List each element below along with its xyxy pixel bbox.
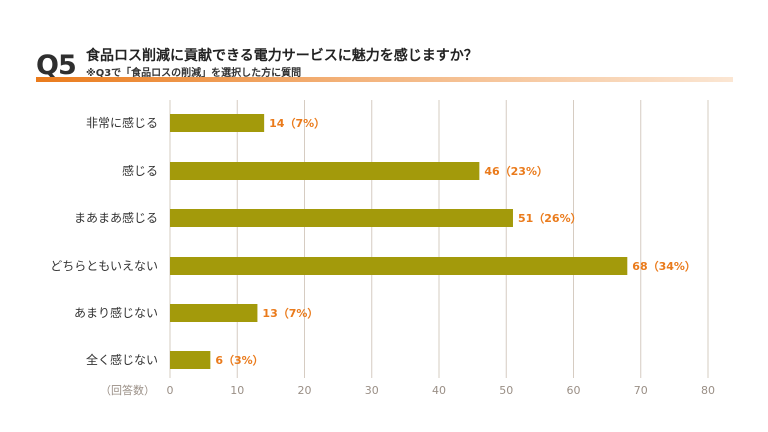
category-label: あまり感じない bbox=[74, 305, 158, 320]
x-tick-label: 70 bbox=[634, 384, 648, 397]
data-label: 13（7%） bbox=[262, 307, 318, 320]
x-tick-label: 50 bbox=[499, 384, 513, 397]
x-tick-label: 40 bbox=[432, 384, 446, 397]
x-tick-label: 60 bbox=[567, 384, 581, 397]
question-number: Q5 bbox=[36, 50, 77, 81]
data-label: 51（26%） bbox=[518, 212, 582, 225]
category-label: まあまあ感じる bbox=[74, 210, 158, 225]
x-tick-label: 30 bbox=[365, 384, 379, 397]
bar bbox=[170, 257, 628, 275]
category-label: 非常に感じる bbox=[86, 115, 158, 130]
data-label: 14（7%） bbox=[269, 117, 325, 130]
data-label: 46（23%） bbox=[484, 165, 548, 178]
x-axis-label: （回答数） bbox=[100, 383, 155, 397]
bar bbox=[170, 209, 513, 227]
data-label: 6（3%） bbox=[215, 354, 263, 367]
bar bbox=[170, 114, 265, 132]
page-subtitle: ※Q3で「食品ロスの削減」を選択した方に質問 bbox=[86, 68, 302, 79]
bar bbox=[170, 351, 211, 369]
bar bbox=[170, 304, 258, 322]
x-tick-label: 80 bbox=[701, 384, 715, 397]
bar bbox=[170, 162, 480, 180]
page-title: 食品ロス削減に貢献できる電力サービスに魅力を感じますか？ bbox=[86, 48, 478, 64]
data-label: 68（34%） bbox=[632, 260, 696, 273]
x-tick-label: 10 bbox=[230, 384, 244, 397]
x-tick-label: 0 bbox=[167, 384, 174, 397]
category-label: どちらともいえない bbox=[50, 259, 158, 273]
x-tick-label: 20 bbox=[298, 384, 312, 397]
category-label: 感じる bbox=[122, 163, 158, 178]
category-label: 全く感じない bbox=[86, 352, 158, 367]
title-accent-bar bbox=[36, 77, 733, 82]
